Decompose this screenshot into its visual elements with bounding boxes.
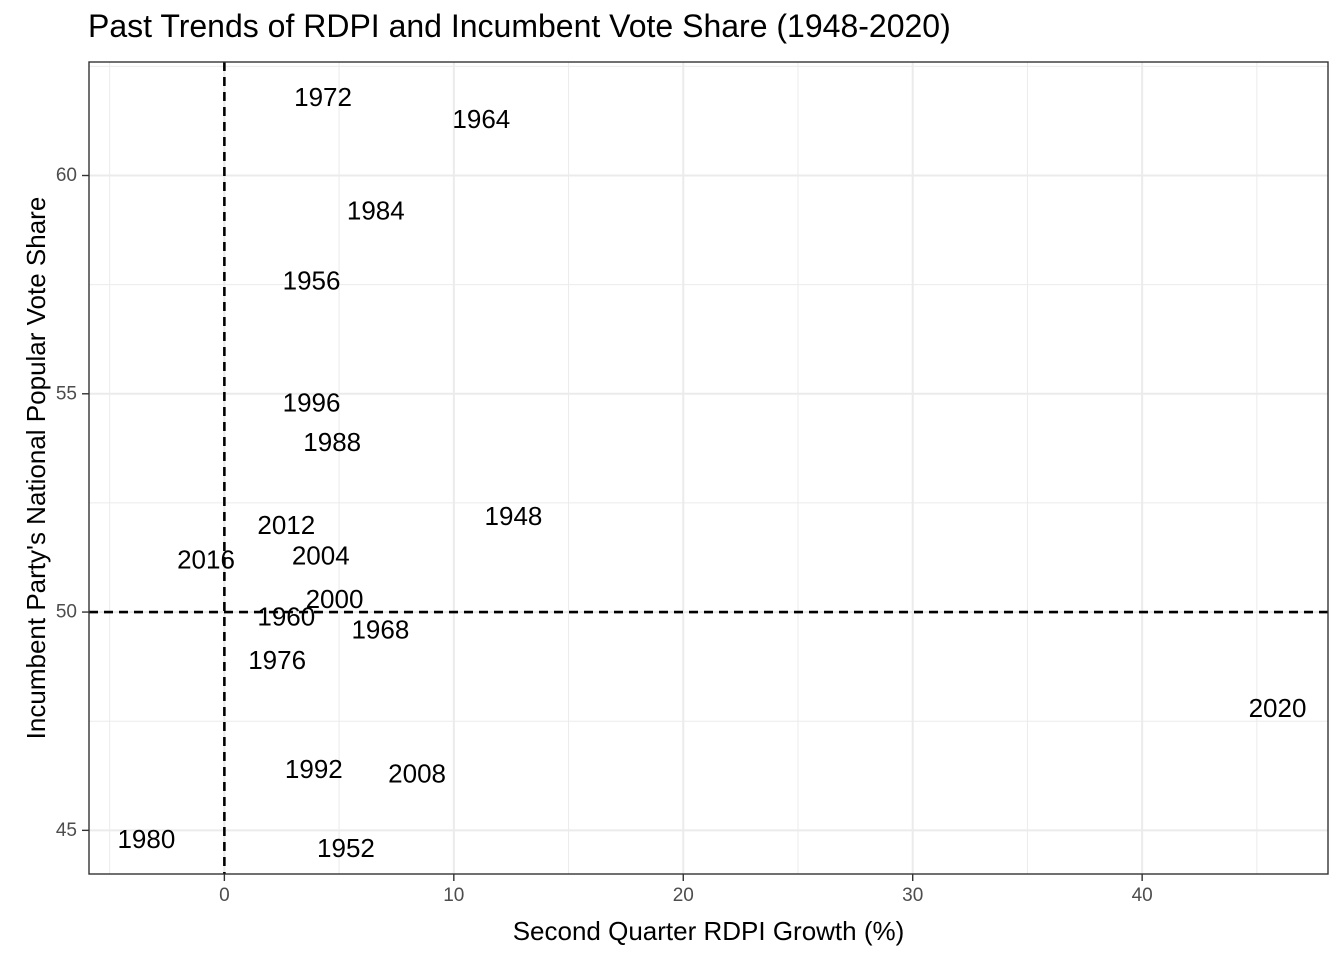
point-label-2004: 2004 [292, 540, 350, 570]
x-tick-label: 10 [443, 885, 464, 906]
point-label-2000: 2000 [306, 584, 364, 614]
x-axis-title: Second Quarter RDPI Growth (%) [513, 916, 905, 946]
axis-ticks: 0 10 20 30 40 45 50 55 60 [56, 165, 1153, 906]
point-label-1964: 1964 [452, 104, 510, 134]
chart-title: Past Trends of RDPI and Incumbent Vote S… [88, 8, 951, 44]
point-label-1976: 1976 [248, 645, 306, 675]
panel-border [88, 61, 1329, 875]
point-label-1968: 1968 [351, 615, 409, 645]
x-tick-label: 0 [219, 885, 230, 906]
grid-lines [89, 62, 1328, 874]
point-label-1980: 1980 [117, 824, 175, 854]
x-tick-label: 20 [673, 885, 694, 906]
x-tick-label: 30 [902, 885, 923, 906]
reference-lines [89, 62, 1328, 874]
point-label-2020: 2020 [1249, 693, 1307, 723]
point-label-1972: 1972 [294, 82, 352, 112]
point-label-1988: 1988 [303, 427, 361, 457]
x-tick-label: 40 [1132, 885, 1153, 906]
point-label-1984: 1984 [347, 195, 405, 225]
y-tick-label: 60 [56, 165, 77, 186]
point-label-2016: 2016 [177, 545, 235, 575]
point-label-2012: 2012 [257, 510, 315, 540]
point-label-2008: 2008 [388, 759, 446, 789]
point-label-1952: 1952 [317, 833, 375, 863]
y-tick-label: 50 [56, 602, 77, 623]
point-label-1992: 1992 [285, 754, 343, 784]
point-labels: 1948 1952 1956 1960 1964 1968 1972 1976 1980 1984… [117, 82, 1306, 863]
y-tick-label: 45 [56, 820, 77, 841]
y-tick-label: 55 [56, 383, 77, 404]
point-label-1956: 1956 [283, 265, 341, 295]
point-label-1948: 1948 [485, 501, 543, 531]
y-axis-title: Incumbent Party's National Popular Vote … [21, 197, 51, 740]
point-label-1960: 1960 [257, 601, 315, 631]
point-label-1996: 1996 [283, 388, 341, 418]
